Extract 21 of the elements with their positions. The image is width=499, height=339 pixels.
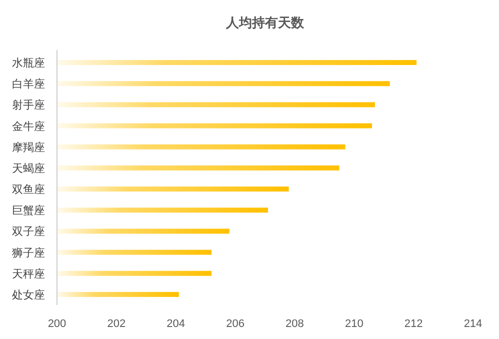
x-tick-label: 214 (464, 318, 482, 330)
chart-title: 人均持有天数 (225, 15, 305, 30)
y-tick-label: 天秤座 (12, 267, 45, 280)
y-tick-label: 处女座 (12, 288, 45, 302)
x-tick-label: 204 (166, 318, 186, 330)
y-tick-label: 天蝎座 (12, 162, 45, 175)
x-tick-label: 212 (404, 318, 423, 330)
y-tick-label: 金牛座 (12, 120, 45, 133)
y-tick-label: 双子座 (12, 225, 45, 238)
x-tick-label: 200 (48, 318, 66, 330)
y-tick-label: 巨蟹座 (12, 204, 45, 218)
y-tick-label: 水瓶座 (12, 56, 45, 70)
y-tick-label: 摩羯座 (12, 140, 45, 154)
x-tick-label: 210 (344, 318, 364, 330)
x-tick-label: 208 (286, 318, 304, 330)
y-tick-label: 射手座 (12, 98, 45, 112)
y-tick-label: 双鱼座 (12, 183, 45, 196)
x-tick-label: 202 (107, 318, 126, 330)
y-tick-label: 狮子座 (12, 246, 45, 260)
x-tick-label: 206 (226, 318, 244, 330)
y-tick-label: 白羊座 (12, 78, 45, 91)
